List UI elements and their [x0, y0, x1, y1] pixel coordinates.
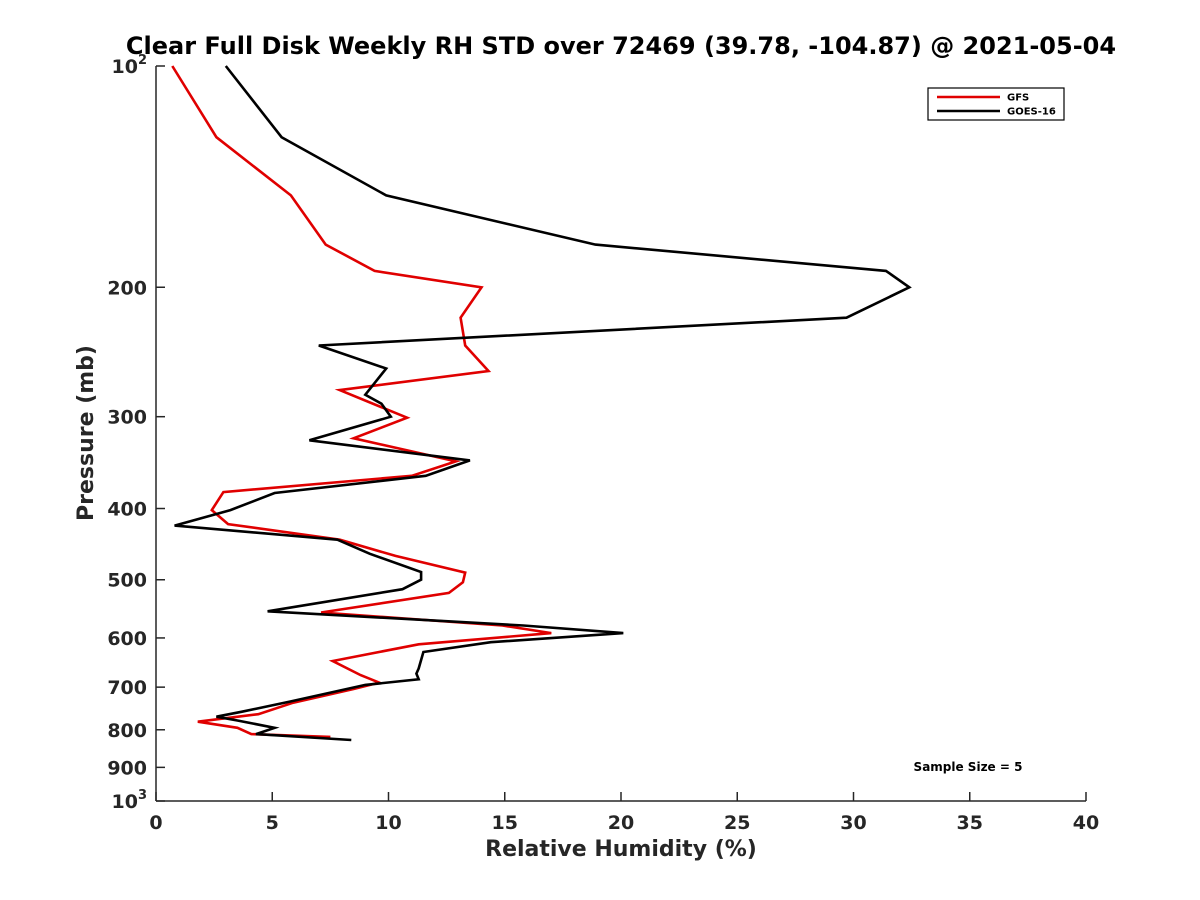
plot-lines: [171, 65, 912, 742]
legend-label: GOES-16: [1007, 107, 1056, 118]
x-tick-label: 30: [840, 812, 866, 834]
y-tick-label: 500: [107, 570, 147, 592]
legend-box: [927, 87, 1065, 121]
x-ticks: 0 5 10 15 20 25 30 35 40: [149, 792, 1099, 834]
y-tick-label: 900: [107, 757, 147, 779]
y-tick-label: 400: [107, 499, 147, 521]
y-tick-label: 102: [112, 53, 148, 78]
y-ticks: 102 200 300 400 500 600 700 800 900 103: [107, 53, 165, 813]
y-tick-label: 200: [107, 277, 147, 299]
legend: GFS GOES-16: [927, 87, 1065, 121]
x-tick-label: 15: [492, 812, 518, 834]
series-line-gfs: [171, 65, 552, 739]
y-tick-label: 103: [112, 788, 148, 813]
series-line-goes-16: [174, 65, 912, 742]
y-axis-label: Pressure (mb): [74, 345, 99, 521]
axes: [155, 66, 1086, 802]
y-tick-label: 600: [107, 628, 147, 650]
chart-title: Clear Full Disk Weekly RH STD over 72469…: [126, 32, 1116, 60]
x-tick-label: 0: [149, 812, 162, 834]
y-tick-label: 800: [107, 720, 147, 742]
x-tick-label: 25: [724, 812, 750, 834]
y-tick-label: 700: [107, 677, 147, 699]
sample-size-annotation: Sample Size = 5: [914, 760, 1023, 774]
x-tick-label: 5: [266, 812, 279, 834]
x-tick-label: 20: [608, 812, 634, 834]
x-tick-label: 40: [1073, 812, 1099, 834]
x-tick-label: 10: [375, 812, 401, 834]
y-tick-label: 300: [107, 407, 147, 429]
legend-label: GFS: [1007, 93, 1029, 104]
x-tick-label: 35: [957, 812, 983, 834]
x-axis-label: Relative Humidity (%): [485, 837, 757, 862]
